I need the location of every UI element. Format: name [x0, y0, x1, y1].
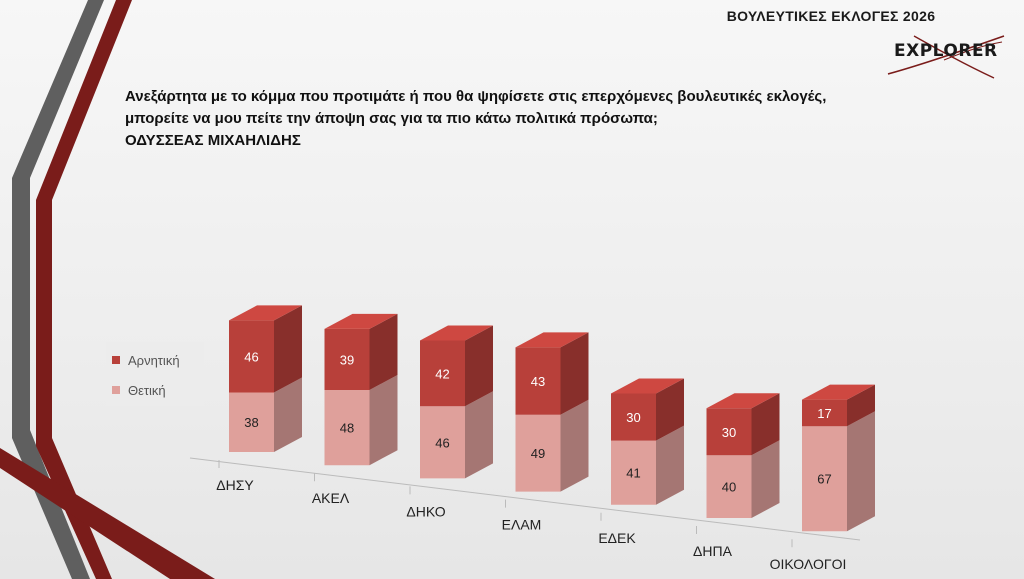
bar-side-positive-1 — [369, 375, 398, 466]
bar-side-positive-3 — [560, 399, 589, 492]
data-label-negative-3: 43 — [531, 374, 545, 389]
bar-side-negative-6 — [847, 384, 875, 427]
data-label-positive-1: 48 — [340, 421, 354, 436]
bar-side-positive-0 — [274, 377, 302, 452]
survey-question: Ανεξάρτητα με το κόμμα που προτιμάτε ή π… — [125, 86, 985, 152]
bar-top-1 — [324, 313, 398, 329]
header-title: ΒΟΥΛΕΥΤΙΚΕΣ ΕΚΛΟΓΕΣ 2026 — [726, 8, 936, 24]
bar-positive-1 — [324, 390, 370, 466]
bar-negative-6 — [802, 399, 847, 427]
bar-top-5 — [706, 393, 780, 409]
question-line-1: Ανεξάρτητα με το κόμμα που προτιμάτε ή π… — [125, 88, 827, 105]
bar-top-3 — [515, 332, 589, 348]
logo-text: EXPLORER — [894, 41, 998, 61]
data-label-negative-6: 17 — [817, 406, 831, 421]
data-label-positive-4: 41 — [626, 466, 640, 481]
gray-stripe — [12, 0, 104, 579]
bar-negative-1 — [324, 328, 370, 390]
question-subject: ΟΔΥΣΣΕΑΣ ΜΙΧΑΗΛΙΔΗΣ — [125, 132, 301, 149]
bar-side-positive-5 — [751, 440, 780, 518]
data-label-negative-0: 46 — [244, 349, 258, 364]
x-tick-label-6: ΟΙΚΟΛΟΓΟΙ — [770, 556, 847, 572]
legend-label-positive: Θετική — [128, 382, 166, 398]
data-label-negative-2: 42 — [435, 366, 449, 381]
bar-side-negative-3 — [560, 332, 589, 415]
bar-side-negative-4 — [656, 378, 684, 441]
bar-negative-0 — [229, 320, 274, 393]
bar-side-positive-2 — [465, 391, 493, 479]
legend-label-negative: Αρνητική — [128, 352, 180, 368]
bar-positive-3 — [515, 414, 561, 492]
bar-positive-5 — [706, 455, 752, 518]
bar-positive-2 — [420, 406, 465, 479]
bar-top-6 — [802, 384, 875, 400]
legend-swatch-positive — [112, 386, 120, 394]
legend-item-negative: Αρνητική — [112, 350, 180, 370]
data-label-positive-5: 40 — [722, 480, 736, 495]
explorer-logo: EXPLORER — [884, 34, 1010, 82]
data-label-positive-6: 67 — [817, 472, 831, 487]
legend-swatch-negative — [112, 356, 120, 364]
bar-side-negative-5 — [751, 393, 780, 456]
chart-legend: Αρνητική Θετική — [106, 342, 204, 406]
x-tick-label-5: ΔΗΠΑ — [693, 543, 733, 559]
logo-swoosh-icon — [887, 35, 1005, 79]
x-tick-label-3: ΕΛΑΜ — [502, 517, 542, 533]
bar-top-4 — [611, 378, 684, 394]
dark-red-stripe — [36, 0, 132, 579]
bar-positive-0 — [229, 392, 274, 452]
bar-positive-6 — [802, 426, 847, 532]
data-label-positive-2: 46 — [435, 435, 449, 450]
bar-side-positive-4 — [656, 425, 684, 505]
x-tick-label-0: ΔΗΣΥ — [216, 477, 254, 493]
data-label-positive-3: 49 — [531, 446, 545, 461]
bar-top-0 — [229, 305, 302, 321]
bar-negative-4 — [611, 393, 656, 441]
x-axis-line — [189, 457, 861, 541]
bar-side-negative-1 — [369, 313, 398, 390]
data-label-negative-1: 39 — [340, 352, 354, 367]
bar-negative-2 — [420, 340, 465, 407]
swoosh-shape — [0, 448, 215, 579]
bar-positive-4 — [611, 440, 656, 505]
question-line-2: μπορείτε να μου πείτε την άποψη σας για … — [125, 110, 658, 127]
legend-item-positive: Θετική — [112, 380, 166, 400]
data-label-negative-4: 30 — [626, 410, 640, 425]
bar-negative-5 — [706, 408, 752, 456]
x-tick-label-2: ΔΗΚΟ — [406, 503, 445, 519]
bar-top-2 — [420, 325, 493, 341]
x-tick-label-4: ΕΔΕΚ — [598, 530, 636, 546]
bar-side-positive-6 — [847, 411, 875, 532]
bar-negative-3 — [515, 347, 561, 415]
bar-side-negative-2 — [465, 325, 493, 407]
bar-side-negative-0 — [274, 305, 302, 393]
data-label-negative-5: 30 — [722, 425, 736, 440]
x-tick-label-1: ΑΚΕΛ — [312, 490, 350, 506]
data-label-positive-0: 38 — [244, 415, 258, 430]
